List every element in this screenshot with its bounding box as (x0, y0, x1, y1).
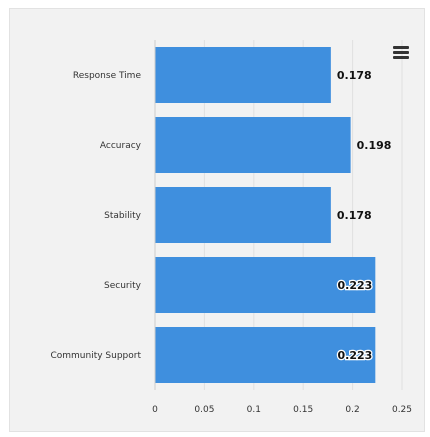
category-label: Stability (104, 211, 142, 221)
bar-accuracy[interactable] (155, 117, 351, 173)
category-label: Security (104, 281, 142, 291)
x-tick-label: 0.2 (345, 405, 359, 415)
x-tick-label: 0.15 (293, 405, 313, 415)
category-label: Response Time (73, 71, 142, 81)
bar-security[interactable] (155, 257, 376, 313)
value-labels: 0.178 0.198 0.178 0.223 0.223 (336, 69, 392, 363)
value-label: 0.223 (338, 349, 373, 362)
bars (155, 47, 376, 383)
value-label: 0.178 (337, 69, 372, 82)
x-tick-label: 0.05 (194, 405, 214, 415)
bar-stability[interactable] (155, 187, 331, 243)
category-labels: Response Time Accuracy Stability Security Co… (50, 71, 141, 361)
category-label: Community Support (50, 351, 141, 361)
hamburger-menu-icon[interactable] (393, 46, 409, 60)
value-label: 0.223 (338, 279, 373, 292)
bar-response-time[interactable] (155, 47, 331, 103)
x-tick-label: 0.25 (392, 405, 412, 415)
value-label: 0.198 (357, 139, 392, 152)
category-label: Accuracy (100, 141, 142, 151)
bar-community-support[interactable] (155, 327, 376, 383)
x-tick-label: 0 (152, 405, 158, 415)
value-label: 0.178 (337, 209, 372, 222)
x-tick-label: 0.1 (247, 405, 261, 415)
x-axis-ticks: 0 0.05 0.1 0.15 0.2 0.25 (152, 405, 412, 415)
